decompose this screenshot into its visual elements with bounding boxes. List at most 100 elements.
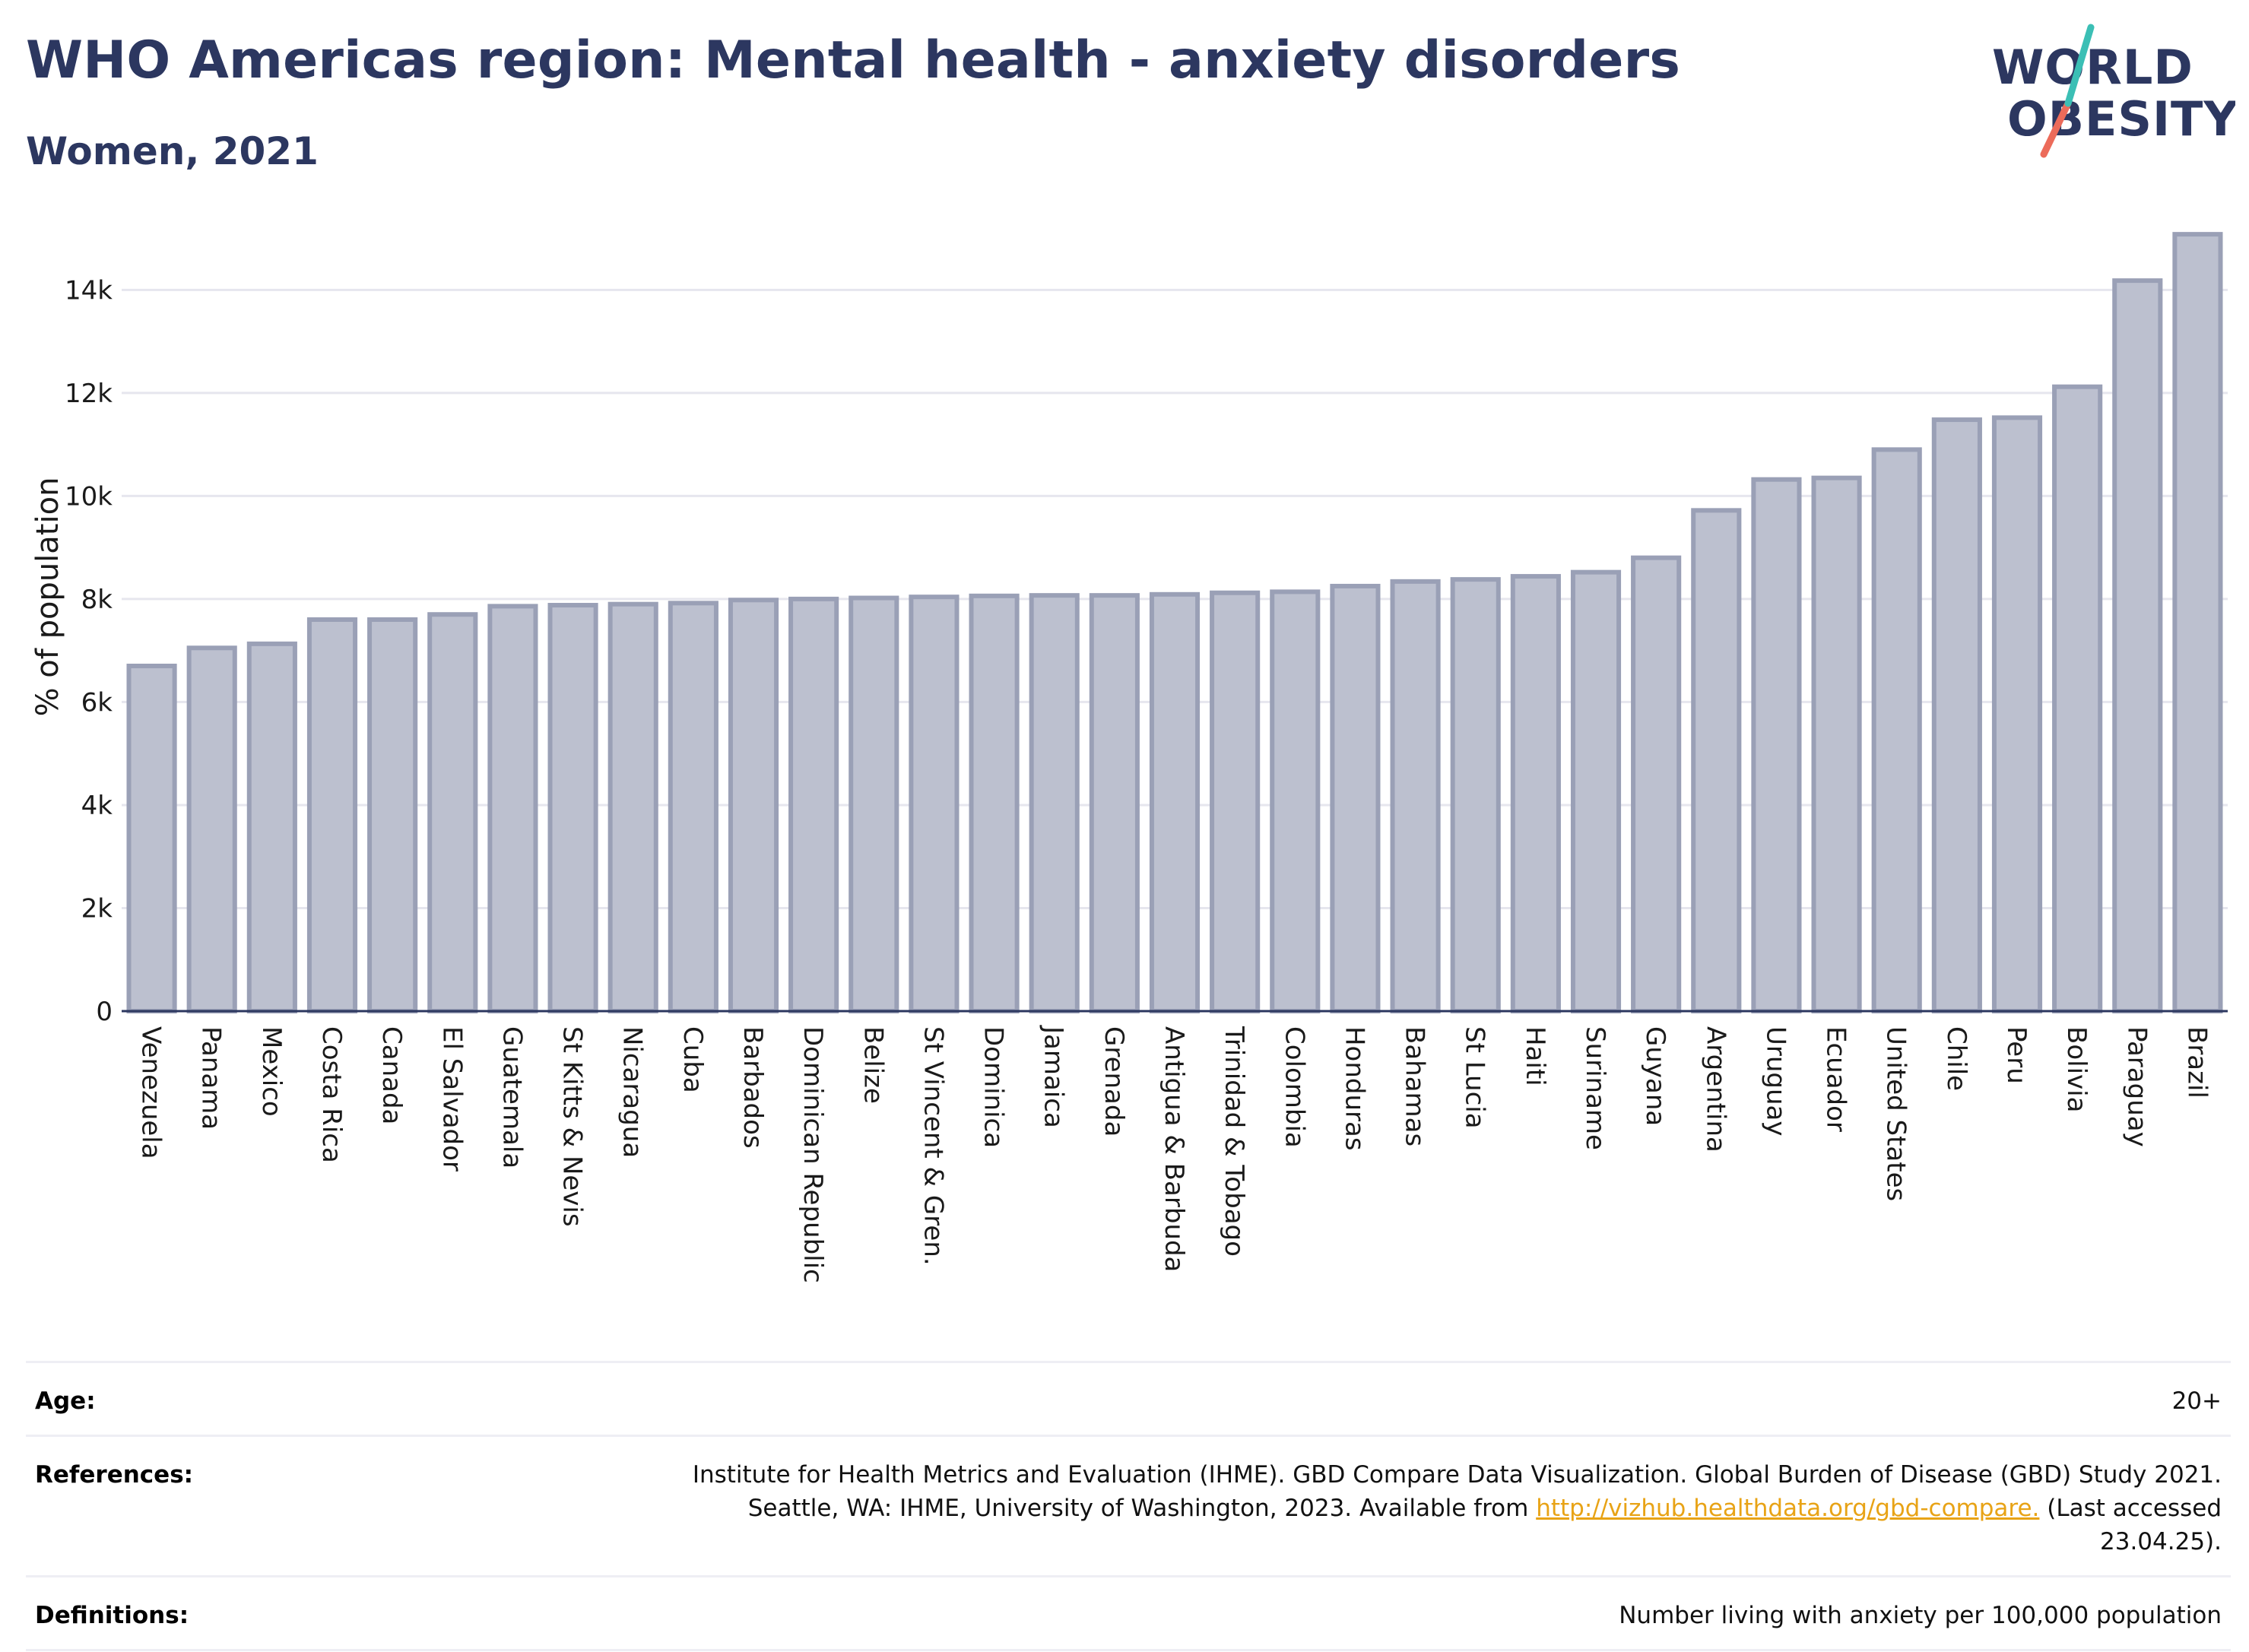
- bar: [1510, 574, 1561, 1013]
- references-label: References:: [35, 1461, 194, 1489]
- x-tick-label: Panama: [196, 1026, 227, 1130]
- reference-line-2-end: (Last accessed: [2047, 1495, 2222, 1522]
- chart-title: WHO Americas region: Mental health - anx…: [26, 30, 1681, 90]
- x-tick-label: Colombia: [1279, 1026, 1309, 1148]
- chart-subtitle: Women, 2021: [26, 129, 319, 173]
- bar: [668, 601, 718, 1013]
- bar: [788, 596, 839, 1013]
- definitions-label: Definitions:: [35, 1602, 189, 1629]
- bar: [1149, 591, 1201, 1013]
- bar: [126, 663, 177, 1013]
- reference-line-3: 23.04.25).: [2100, 1528, 2222, 1555]
- reference-line-1: Institute for Health Metrics and Evaluat…: [692, 1461, 2222, 1489]
- footer-row-definitions: Definitions: Number living with anxiety …: [26, 1575, 2231, 1651]
- logo-line-2: OBESITY: [2007, 91, 2235, 147]
- bar: [1330, 583, 1381, 1013]
- x-tick-label: Guatemala: [496, 1026, 527, 1168]
- logo-slash-coral: [2040, 100, 2072, 158]
- bar: [969, 593, 1020, 1013]
- x-tick-label: Jamaica: [1039, 1025, 1069, 1128]
- x-tick-label: Peru: [2001, 1026, 2032, 1084]
- x-tick-label: Argentina: [1700, 1026, 1730, 1153]
- bar: [1570, 569, 1622, 1013]
- bar: [607, 601, 658, 1013]
- bars: [126, 232, 2223, 1014]
- x-tick-label: Nicaragua: [617, 1026, 648, 1158]
- bar: [1029, 593, 1080, 1013]
- x-tick-label: Haiti: [1520, 1026, 1550, 1086]
- x-tick-label: Bahamas: [1400, 1026, 1430, 1146]
- footer-row-age: Age: 20+: [26, 1361, 2231, 1435]
- x-tick-label: Uruguay: [1760, 1026, 1791, 1137]
- bar: [728, 598, 779, 1013]
- x-tick-label: St Kitts & Nevis: [557, 1026, 588, 1227]
- bar: [1991, 415, 2043, 1013]
- bar: [547, 603, 598, 1013]
- world-obesity-logo: WORLD OBESITY: [1992, 24, 2235, 158]
- bar: [1270, 589, 1321, 1013]
- bar: [2052, 384, 2103, 1014]
- bar: [1390, 579, 1441, 1013]
- age-label: Age:: [35, 1387, 96, 1415]
- y-tick-label: 12k: [65, 379, 113, 409]
- x-tick-label: Grenada: [1099, 1026, 1129, 1137]
- x-tick-label: Paraguay: [2121, 1026, 2152, 1147]
- x-tick-label: Cuba: [677, 1026, 708, 1093]
- bar: [2172, 232, 2223, 1013]
- y-tick-label: 10k: [65, 481, 113, 512]
- logo-slash-teal: [2064, 24, 2095, 107]
- bar: [1631, 555, 1682, 1013]
- age-value: 20+: [2171, 1387, 2222, 1415]
- bar-chart: 0 2k 4k 6k 8k 10k 12k 14k Venezuela Panama Mexico…: [30, 232, 2228, 1283]
- x-tick-label: St Lucia: [1460, 1026, 1490, 1129]
- footer-row-references: References: Institute for Health Metrics…: [26, 1435, 2231, 1575]
- y-tick-label: 8k: [81, 585, 113, 615]
- x-tick-label: Brazil: [2181, 1026, 2212, 1099]
- bar: [909, 595, 960, 1013]
- chart-footer: Age: 20+ References: Institute for Healt…: [26, 1361, 2231, 1651]
- bar: [1089, 593, 1140, 1013]
- bar: [1450, 577, 1501, 1013]
- y-tick-labels: 0 2k 4k 6k 8k 10k 12k 14k: [65, 275, 113, 1027]
- y-tick-label: 4k: [81, 791, 113, 821]
- bar: [186, 645, 237, 1013]
- x-tick-label: Dominica: [979, 1026, 1009, 1148]
- y-tick-label: 6k: [81, 687, 113, 718]
- x-tick-label: Costa Rica: [316, 1026, 347, 1163]
- x-tick-label: Barbados: [738, 1026, 768, 1149]
- x-tick-label: United States: [1881, 1026, 1911, 1201]
- bar: [487, 604, 538, 1013]
- bar: [367, 617, 418, 1013]
- y-axis-label: % of population: [30, 477, 65, 717]
- bar: [1871, 447, 1922, 1013]
- bar: [2112, 278, 2163, 1013]
- definitions-value: Number living with anxiety per 100,000 p…: [1619, 1602, 2222, 1629]
- reference-line-2-start: Seattle, WA: IHME, University of Washing…: [747, 1495, 1529, 1522]
- x-tick-label: Antigua & Barbuda: [1159, 1026, 1189, 1272]
- logo-line-1: WORLD: [1992, 40, 2193, 95]
- bar: [1210, 590, 1261, 1013]
- y-tick-label: 14k: [65, 275, 113, 306]
- y-tick-label: 2k: [81, 893, 113, 924]
- bar: [1811, 475, 1862, 1013]
- x-tick-label: Honduras: [1339, 1026, 1369, 1151]
- x-tick-label: Belize: [858, 1026, 888, 1104]
- x-tick-label: Trinidad & Tobago: [1219, 1026, 1249, 1257]
- x-tick-label: Suriname: [1580, 1026, 1610, 1150]
- x-tick-label: El Salvador: [436, 1026, 467, 1172]
- reference-link[interactable]: http://vizhub.healthdata.org/gbd-compare…: [1536, 1495, 2040, 1522]
- x-tick-label: Dominican Republic: [798, 1026, 828, 1283]
- bar: [306, 617, 358, 1013]
- bar: [1751, 477, 1802, 1013]
- x-tick-label: Ecuador: [1821, 1026, 1851, 1132]
- x-tick-label: St Vincent & Gren.: [918, 1026, 948, 1266]
- reference-line-2: Seattle, WA: IHME, University of Washing…: [693, 1492, 2222, 1525]
- bar: [849, 595, 899, 1013]
- x-tick-label: Bolivia: [2061, 1026, 2092, 1112]
- x-tick-label: Chile: [1941, 1026, 1971, 1091]
- references-value: Institute for Health Metrics and Evaluat…: [693, 1458, 2222, 1558]
- x-tick-label: Mexico: [256, 1026, 287, 1117]
- x-tick-label: Canada: [376, 1026, 407, 1124]
- bar: [246, 641, 297, 1013]
- bar: [1931, 417, 1982, 1013]
